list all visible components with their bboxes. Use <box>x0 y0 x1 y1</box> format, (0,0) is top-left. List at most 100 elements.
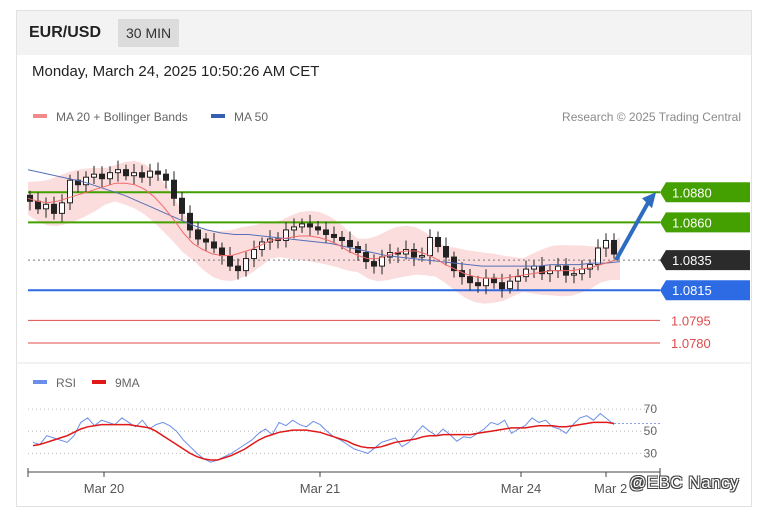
candle-body <box>419 255 425 258</box>
legend-ma50-swatch <box>211 114 225 118</box>
timeframe-badge[interactable]: 30 MIN <box>118 19 180 47</box>
price-lines <box>28 191 660 344</box>
level-tag-1.0860 <box>660 212 750 233</box>
candle-body <box>291 226 297 231</box>
legend-ma50-label: MA 50 <box>234 110 268 124</box>
candle-body <box>171 179 177 199</box>
watermark-text: @EBC Nancy <box>629 473 740 492</box>
level-tags: 1.0880 1.0860 1.0835 1.0815 1.0795 1.0780 <box>660 182 750 351</box>
candle-body <box>603 239 609 249</box>
candle-body <box>67 179 73 204</box>
legend-ma20-label: MA 20 + Bollinger Bands <box>56 110 188 124</box>
candle-body <box>131 172 137 177</box>
candle-body <box>99 173 105 180</box>
candle-body <box>43 203 49 210</box>
candle-body <box>227 255 233 267</box>
candle-body <box>379 256 385 267</box>
candlesticks <box>27 160 617 298</box>
candle-body <box>243 258 249 272</box>
candle-body <box>339 236 345 241</box>
level-label-1.0795: 1.0795 <box>671 313 711 328</box>
candle-body <box>211 241 217 249</box>
candle-body <box>35 200 41 210</box>
x-tick-label: Mar 24 <box>501 481 541 496</box>
level-tag-1.0835 <box>660 250 750 271</box>
candle-body <box>475 282 481 287</box>
candle-body <box>251 249 257 260</box>
candle-body <box>107 172 113 180</box>
x-axis-ticks: Mar 20 Mar 21 Mar 24 Mar 2 <box>27 468 661 496</box>
candle-body <box>411 249 417 258</box>
candle-body <box>59 202 65 214</box>
candle-body <box>347 239 353 248</box>
level-label-1.0780: 1.0780 <box>671 336 711 351</box>
candle-body <box>523 268 529 278</box>
candle-body <box>203 238 209 243</box>
candle-body <box>299 223 305 228</box>
candle-body <box>219 247 225 257</box>
x-tick-label: Mar 2 <box>594 481 627 496</box>
candle-body <box>555 265 561 272</box>
x-tick-label: Mar 21 <box>300 481 340 496</box>
level-tag-1.0815 <box>660 280 750 301</box>
candle-body <box>179 197 185 214</box>
legend-ma20-swatch <box>33 114 47 118</box>
candle-body <box>139 172 145 178</box>
rsi-lines <box>32 412 660 463</box>
candle-body <box>579 268 585 275</box>
ma50-line <box>27 169 621 267</box>
level-tag-text-1.0815: 1.0815 <box>672 283 712 298</box>
candle-body <box>195 229 201 240</box>
candle-body <box>283 229 289 241</box>
rsi-tick-30: 30 <box>644 446 658 460</box>
forecast-arrow-shaft <box>614 198 652 262</box>
level-tag-text-1.0835: 1.0835 <box>672 253 712 268</box>
level-tag-text-1.0880: 1.0880 <box>672 185 712 200</box>
rsi-tick-50: 50 <box>644 424 658 438</box>
candle-body <box>611 239 617 255</box>
candle-body <box>483 277 489 287</box>
research-credit: Research © 2025 Trading Central <box>562 110 741 124</box>
candle-body <box>147 170 153 178</box>
x-tick-label: Mar 20 <box>84 481 124 496</box>
candle-body <box>435 236 441 248</box>
symbol-title: EUR/USD <box>29 24 102 41</box>
candle-body <box>571 273 577 276</box>
candle-body <box>187 212 193 231</box>
candle-body <box>331 233 337 238</box>
candle-body <box>427 236 433 257</box>
legend-9ma-swatch <box>92 380 106 384</box>
candle-body <box>371 261 377 267</box>
legend-rsi-label: RSI <box>56 376 76 390</box>
candle-body <box>491 277 497 284</box>
candle-body <box>115 169 121 174</box>
candle-body <box>51 203 57 214</box>
candle-body <box>235 265 241 272</box>
candle-body <box>307 223 313 228</box>
rsi-line <box>32 412 615 463</box>
moving-averages <box>27 169 656 279</box>
level-tag-text-1.0860: 1.0860 <box>672 215 712 230</box>
legend-rsi-swatch <box>33 380 47 384</box>
candle-body <box>507 280 513 290</box>
forecast-arrow-head <box>642 192 656 209</box>
rsi-9ma-line <box>32 421 615 461</box>
candle-body <box>91 173 97 178</box>
level-tag-1.0880 <box>660 182 750 203</box>
candle-body <box>155 170 161 175</box>
rsi-tick-70: 70 <box>644 402 658 416</box>
candle-body <box>595 247 601 266</box>
ma20-line <box>27 182 621 279</box>
candle-body <box>315 226 321 231</box>
candle-body <box>27 194 33 202</box>
candle-body <box>323 229 329 235</box>
rsi-grid: 70 50 30 <box>28 402 660 460</box>
candle-body <box>83 176 89 186</box>
legend-9ma-label: 9MA <box>115 376 140 390</box>
candle-body <box>451 256 457 272</box>
candle-body <box>515 276 521 282</box>
candle-body <box>163 173 169 181</box>
candle-body <box>499 282 505 290</box>
candle-body <box>443 246 449 258</box>
